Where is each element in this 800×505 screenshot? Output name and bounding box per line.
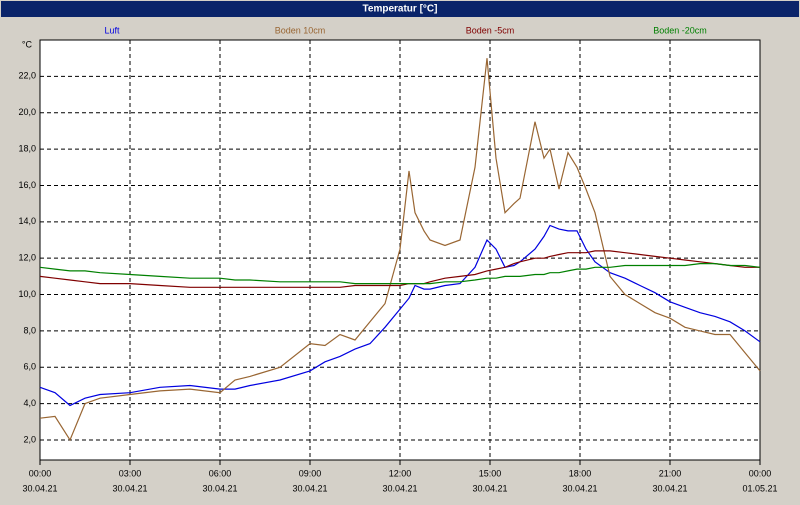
y-tick-label: 4,0 xyxy=(23,398,36,408)
y-tick-label: 14,0 xyxy=(18,216,36,226)
x-tick-label: 03:00 xyxy=(119,468,142,478)
x-tick-label: 09:00 xyxy=(299,468,322,478)
y-unit: °C xyxy=(22,39,33,49)
grid xyxy=(39,40,761,460)
legend-entry: Boden 10cm xyxy=(275,25,326,35)
x-tick-label: 15:00 xyxy=(479,468,502,478)
x-tick-label: 12:00 xyxy=(389,468,412,478)
x-tick-label: 00:00 xyxy=(749,468,772,478)
x-tick-date: 30.04.21 xyxy=(202,483,237,493)
series-line xyxy=(39,58,761,442)
x-tick-label: 18:00 xyxy=(569,468,592,478)
y-tick-label: 2,0 xyxy=(23,434,36,444)
x-tick-date: 30.04.21 xyxy=(382,483,417,493)
y-tick-label: 8,0 xyxy=(23,325,36,335)
x-tick-label: 21:00 xyxy=(659,468,682,478)
y-tick-label: 10,0 xyxy=(18,289,36,299)
chart-title: Temperatur [°C] xyxy=(363,4,438,15)
x-tick-date: 30.04.21 xyxy=(292,483,327,493)
title-bar xyxy=(1,1,799,17)
y-tick-label: 12,0 xyxy=(18,253,36,263)
x-tick-date: 30.04.21 xyxy=(112,483,147,493)
series-line xyxy=(39,250,760,288)
legend-entry: Boden -20cm xyxy=(653,25,707,35)
y-tick-label: 22,0 xyxy=(18,71,36,81)
y-tick-label: 20,0 xyxy=(18,107,36,117)
x-tick-date: 30.04.21 xyxy=(22,483,57,493)
y-tick-label: 6,0 xyxy=(23,362,36,372)
x-tick-date: 30.04.21 xyxy=(652,483,687,493)
x-tick-date: 01.05.21 xyxy=(742,483,777,493)
series-line xyxy=(39,263,761,285)
legend-entry: Luft xyxy=(104,25,120,35)
x-tick-date: 30.04.21 xyxy=(562,483,597,493)
x-tick-label: 06:00 xyxy=(209,468,232,478)
lines xyxy=(39,58,761,442)
x-tick-date: 30.04.21 xyxy=(472,483,507,493)
legend-entry: Boden -5cm xyxy=(466,25,515,35)
x-tick-label: 00:00 xyxy=(29,468,52,478)
y-tick-label: 16,0 xyxy=(18,180,36,190)
y-tick-label: 18,0 xyxy=(18,143,36,153)
